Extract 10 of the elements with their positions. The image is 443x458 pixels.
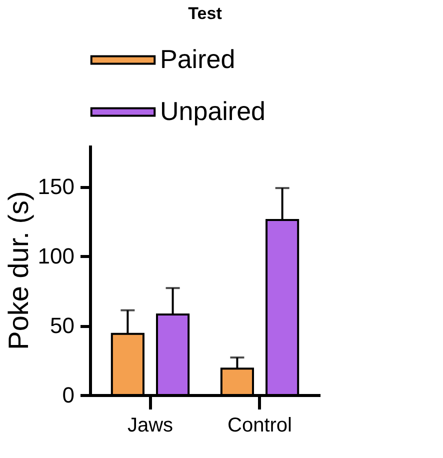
x-tick-label: Jaws bbox=[127, 414, 174, 436]
y-tick-label: 150 bbox=[38, 174, 74, 200]
legend-label: Unpaired bbox=[160, 96, 266, 126]
y-tick-label: 50 bbox=[50, 313, 74, 338]
y-tick-label: 0 bbox=[62, 382, 74, 408]
chart-title: Test bbox=[188, 4, 222, 23]
y-tick-label: 100 bbox=[38, 244, 74, 269]
x-tick-label: Control bbox=[228, 414, 292, 436]
y-axis-title: Poke dur. (s) bbox=[2, 191, 34, 350]
legend-label: Paired bbox=[160, 44, 236, 74]
